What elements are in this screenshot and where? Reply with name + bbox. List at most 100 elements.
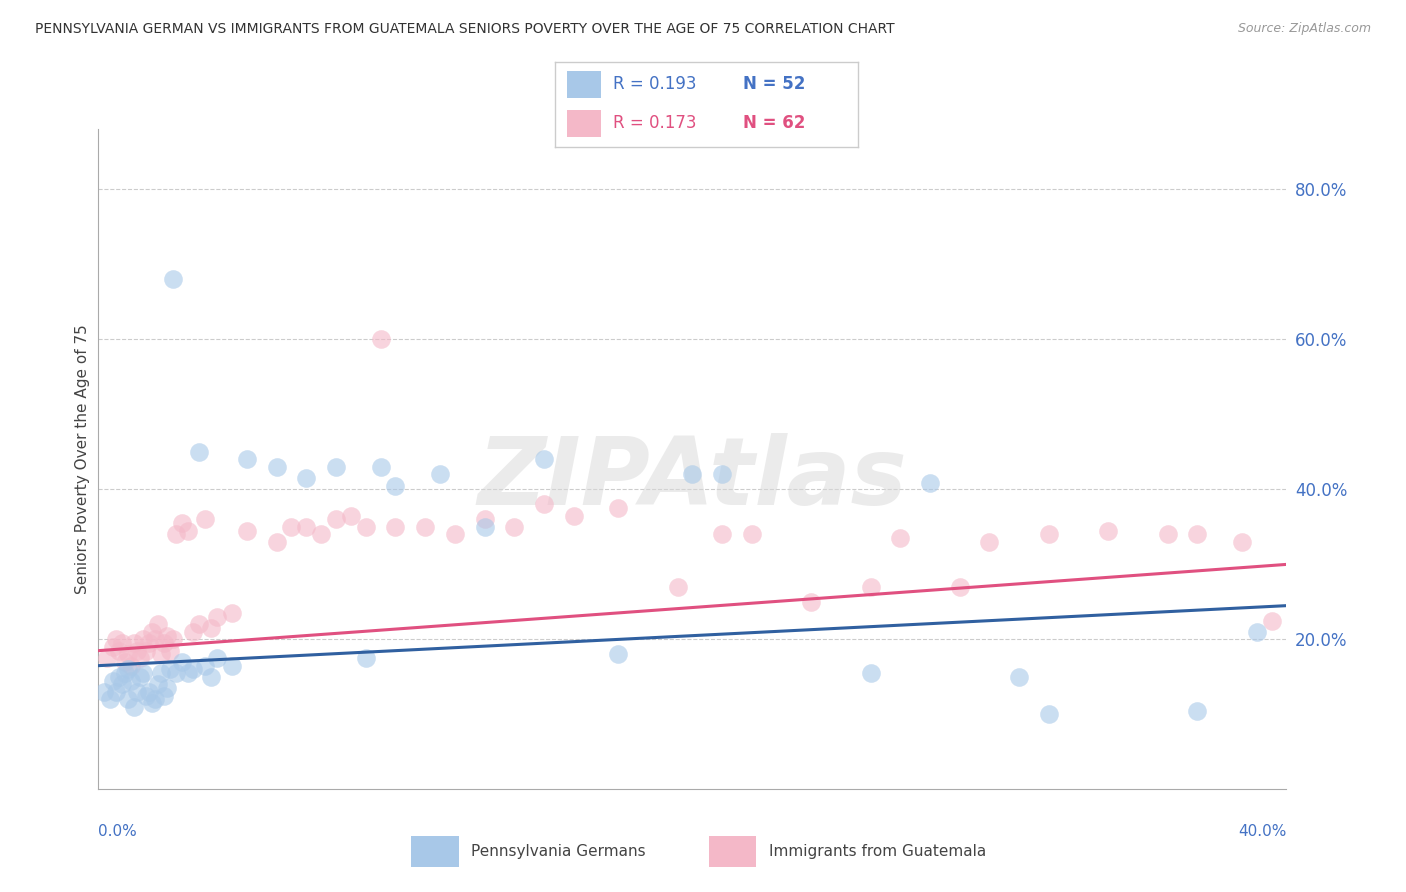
Point — [117, 692, 139, 706]
Point — [114, 666, 136, 681]
Point — [949, 580, 972, 594]
Bar — [568, 71, 600, 98]
Point — [920, 476, 942, 491]
Point — [176, 666, 198, 681]
Point — [266, 534, 288, 549]
Point — [194, 512, 217, 526]
Text: 0.0%: 0.0% — [98, 824, 138, 838]
Point — [129, 651, 152, 665]
Point — [711, 467, 734, 482]
Point — [429, 467, 451, 482]
Point — [117, 662, 139, 676]
Point — [122, 699, 145, 714]
Text: PENNSYLVANIA GERMAN VS IMMIGRANTS FROM GUATEMALA SENIORS POVERTY OVER THE AGE OF: PENNSYLVANIA GERMAN VS IMMIGRANTS FROM G… — [35, 22, 894, 37]
Point — [98, 692, 121, 706]
Bar — [709, 836, 756, 867]
Text: R = 0.193: R = 0.193 — [613, 76, 696, 94]
Point — [146, 617, 169, 632]
Point — [889, 531, 911, 545]
Point — [221, 606, 243, 620]
Point — [183, 624, 205, 639]
Point — [149, 648, 172, 662]
Point — [135, 689, 157, 703]
Point — [236, 524, 259, 538]
Point — [325, 459, 347, 474]
Point — [474, 520, 496, 534]
Point — [503, 520, 526, 534]
Text: Source: ZipAtlas.com: Source: ZipAtlas.com — [1237, 22, 1371, 36]
Point — [183, 662, 205, 676]
Point — [354, 651, 377, 665]
Text: R = 0.173: R = 0.173 — [613, 114, 696, 132]
Point — [711, 527, 734, 541]
Point — [132, 632, 155, 647]
Bar — [412, 836, 458, 867]
Point — [443, 527, 465, 541]
Point — [165, 527, 187, 541]
Point — [1187, 704, 1209, 718]
Point — [141, 624, 163, 639]
Point — [295, 471, 318, 485]
Point — [859, 580, 882, 594]
Point — [105, 685, 128, 699]
Point — [156, 681, 179, 695]
Point — [1038, 707, 1060, 722]
Point — [200, 670, 222, 684]
Text: ZIPAtlas: ZIPAtlas — [478, 434, 907, 525]
Point — [120, 673, 142, 688]
Point — [1097, 524, 1119, 538]
Point — [859, 666, 882, 681]
Point — [141, 696, 163, 710]
Point — [120, 658, 142, 673]
Point — [162, 272, 184, 286]
Point — [607, 501, 630, 516]
Point — [159, 643, 181, 657]
Point — [666, 580, 689, 594]
Point — [152, 689, 174, 703]
Point — [170, 516, 193, 530]
Point — [111, 636, 134, 650]
Point — [354, 520, 377, 534]
Point — [384, 478, 406, 492]
Text: 40.0%: 40.0% — [1239, 824, 1286, 838]
Y-axis label: Seniors Poverty Over the Age of 75: Seniors Poverty Over the Age of 75 — [75, 325, 90, 594]
Point — [1038, 527, 1060, 541]
Point — [125, 643, 148, 657]
Point — [108, 670, 131, 684]
Point — [188, 617, 211, 632]
Point — [1008, 670, 1031, 684]
Point — [1246, 624, 1268, 639]
Point — [221, 658, 243, 673]
Point — [129, 670, 152, 684]
Point — [236, 452, 259, 467]
Point — [96, 651, 118, 665]
Point — [105, 632, 128, 647]
Point — [295, 520, 318, 534]
Point — [200, 621, 222, 635]
Point — [1156, 527, 1178, 541]
Point — [340, 508, 363, 523]
Point — [325, 512, 347, 526]
Point — [533, 497, 555, 511]
Point — [205, 610, 228, 624]
Point — [143, 692, 166, 706]
Text: N = 62: N = 62 — [742, 114, 806, 132]
Point — [170, 655, 193, 669]
Point — [162, 632, 184, 647]
Point — [122, 636, 145, 650]
Point — [266, 459, 288, 474]
Point — [146, 677, 169, 691]
Text: Pennsylvania Germans: Pennsylvania Germans — [471, 844, 645, 859]
Point — [132, 666, 155, 681]
Point — [370, 332, 392, 346]
Point — [370, 459, 392, 474]
Point — [165, 666, 187, 681]
Point — [149, 666, 172, 681]
Point — [1187, 527, 1209, 541]
Point — [979, 534, 1001, 549]
Point — [125, 685, 148, 699]
Point — [607, 648, 630, 662]
Point — [152, 636, 174, 650]
Point — [413, 520, 436, 534]
Point — [93, 685, 115, 699]
